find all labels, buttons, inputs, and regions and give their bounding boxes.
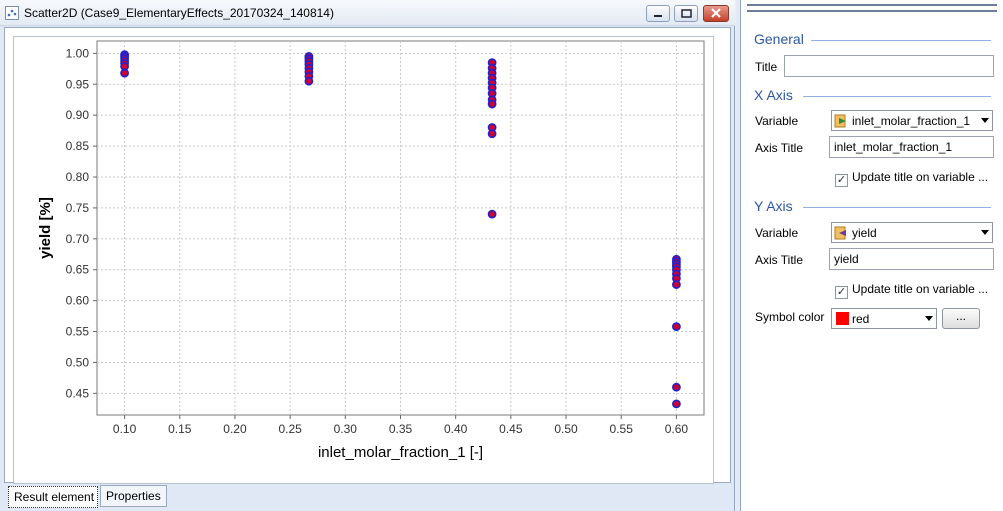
symbol-color-value: red bbox=[852, 312, 870, 326]
scatter-point bbox=[672, 382, 681, 392]
scatter-point bbox=[672, 322, 681, 331]
x-variable-label: Variable bbox=[755, 114, 799, 128]
chevron-down-icon bbox=[981, 118, 989, 123]
y-update-title-checkbox[interactable]: ✓ Update title on variable ... bbox=[835, 282, 988, 299]
variable-arrow-icon bbox=[834, 226, 846, 240]
x-tick-label: 0.45 bbox=[499, 422, 523, 436]
restore-button[interactable] bbox=[674, 5, 698, 22]
x-tick-label: 0.10 bbox=[113, 422, 137, 436]
result-element-panel: 0.10 0.15 0.20 0.25 0.30 0.35 0.40 0.45 0.50 0.55… bbox=[4, 27, 731, 484]
x-tick-label: 0.25 bbox=[278, 422, 302, 436]
y-tick-label: 0.70 bbox=[66, 232, 90, 246]
x-update-title-text: Update title on variable ... bbox=[852, 170, 989, 184]
scatter2d-window: Scatter2D (Case9_ElementaryEffects_20170… bbox=[0, 0, 735, 511]
general-divider bbox=[811, 40, 991, 41]
x-tick-label: 0.20 bbox=[223, 422, 247, 436]
plot-area bbox=[96, 40, 705, 416]
tab-properties[interactable]: Properties bbox=[100, 485, 167, 507]
y-tick-label: 0.55 bbox=[66, 325, 90, 339]
y-axis-title-label: Axis Title bbox=[755, 253, 804, 267]
y-tick-label: 0.45 bbox=[66, 386, 90, 400]
scatter-point bbox=[120, 68, 129, 78]
x-tick-label: 0.60 bbox=[665, 422, 689, 436]
y-axis-label: yield [%] bbox=[37, 197, 54, 259]
plot-panel: 0.10 0.15 0.20 0.25 0.30 0.35 0.40 0.45 0.50 0.55… bbox=[13, 36, 714, 484]
y-axis-title-input[interactable]: yield bbox=[829, 248, 994, 270]
y-tick-label: 0.80 bbox=[66, 170, 90, 184]
chevron-down-icon bbox=[981, 230, 989, 235]
x-tick-label: 0.55 bbox=[610, 422, 634, 436]
color-swatch-icon bbox=[836, 312, 849, 325]
minimize-button[interactable] bbox=[646, 5, 670, 22]
y-tick-label: 0.85 bbox=[66, 139, 90, 153]
x-axis-label: inlet_molar_fraction_1 [-] bbox=[318, 444, 483, 461]
x-tick-label: 0.40 bbox=[444, 422, 468, 436]
y-tick-label: 1.00 bbox=[66, 46, 90, 60]
checkmark-icon: ✓ bbox=[835, 174, 848, 187]
y-tick-label: 0.50 bbox=[66, 355, 90, 369]
y-variable-select[interactable]: yield bbox=[831, 222, 993, 243]
splitter[interactable] bbox=[736, 0, 740, 511]
scatter-point bbox=[304, 76, 314, 86]
restore-icon bbox=[681, 9, 692, 18]
x-variable-value: inlet_molar_fraction_1 bbox=[852, 114, 971, 128]
x-axis-title-label: Axis Title bbox=[755, 141, 804, 155]
scatter-point bbox=[487, 209, 497, 219]
x-axis-divider bbox=[803, 96, 991, 97]
close-icon bbox=[711, 8, 721, 18]
general-heading: General bbox=[754, 31, 804, 47]
y-variable-label: Variable bbox=[755, 226, 799, 240]
x-tick-label: 0.15 bbox=[168, 422, 192, 436]
x-axis-title-input[interactable]: inlet_molar_fraction_1 bbox=[829, 136, 994, 158]
y-tick-label: 0.95 bbox=[66, 77, 90, 91]
chevron-down-icon bbox=[925, 316, 933, 321]
y-axis-heading: Y Axis bbox=[754, 198, 793, 214]
x-variable-select[interactable]: inlet_molar_fraction_1 bbox=[831, 110, 993, 131]
tab-result-element[interactable]: Result element bbox=[8, 486, 98, 508]
properties-panel: General Title X Axis Variable inlet_mola… bbox=[740, 0, 1003, 511]
panel-grip[interactable] bbox=[747, 4, 997, 12]
minimize-icon bbox=[654, 15, 662, 17]
y-tick-label: 0.60 bbox=[66, 294, 90, 308]
checkmark-icon: ✓ bbox=[835, 286, 848, 299]
color-more-button[interactable]: ... bbox=[942, 308, 980, 329]
title-input[interactable] bbox=[784, 55, 994, 77]
x-update-title-checkbox[interactable]: ✓ Update title on variable ... bbox=[835, 170, 988, 187]
x-tick-label: 0.35 bbox=[389, 422, 413, 436]
symbol-color-label: Symbol color bbox=[755, 310, 825, 324]
y-axis-divider bbox=[803, 207, 991, 208]
scatter-point bbox=[487, 129, 497, 139]
scatter-point bbox=[487, 99, 497, 109]
x-tick-label: 0.30 bbox=[334, 422, 358, 436]
close-button[interactable] bbox=[703, 5, 729, 22]
scatter-point bbox=[672, 280, 681, 289]
y-tick-label: 0.75 bbox=[66, 201, 90, 215]
y-update-title-text: Update title on variable ... bbox=[852, 282, 989, 296]
scatter-point bbox=[672, 399, 681, 409]
x-tick-label: 0.50 bbox=[554, 422, 578, 436]
scatter-app-icon bbox=[5, 6, 19, 20]
y-tick-label: 0.65 bbox=[66, 263, 90, 277]
title-label: Title bbox=[755, 60, 778, 74]
scatter-chart[interactable]: 0.10 0.15 0.20 0.25 0.30 0.35 0.40 0.45 0.50 0.55… bbox=[14, 37, 713, 483]
y-tick-label: 0.90 bbox=[66, 108, 90, 122]
symbol-color-select[interactable]: red bbox=[831, 308, 937, 329]
y-variable-value: yield bbox=[852, 226, 877, 240]
window-titlebar: Scatter2D (Case9_ElementaryEffects_20170… bbox=[0, 0, 735, 26]
variable-arrow-icon bbox=[834, 114, 846, 128]
x-axis-heading: X Axis bbox=[754, 87, 793, 103]
window-title: Scatter2D (Case9_ElementaryEffects_20170… bbox=[24, 6, 334, 20]
